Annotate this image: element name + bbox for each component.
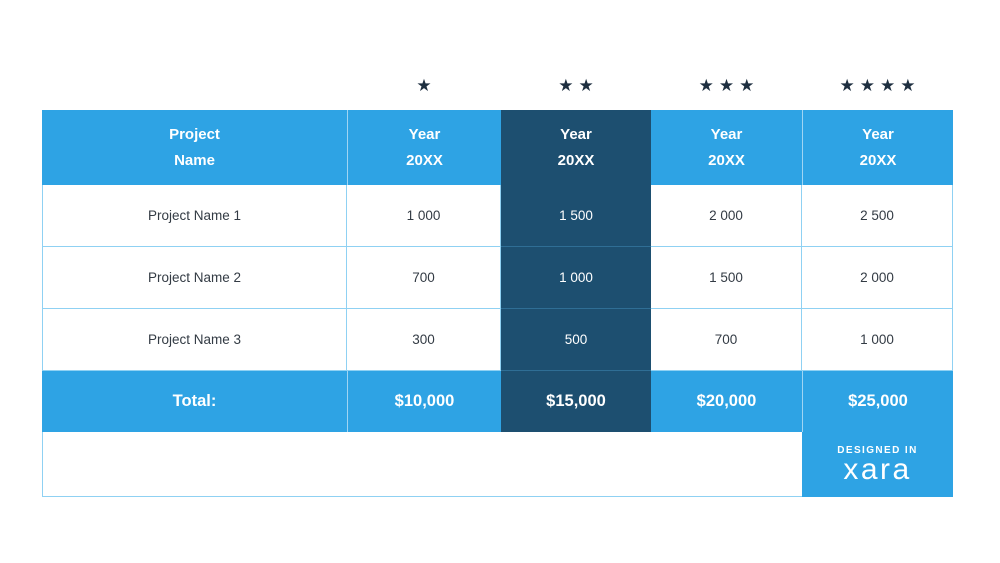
total-year2-highlighted: $15,000 — [501, 371, 651, 432]
row-3-value-year4: 1 000 — [802, 309, 953, 371]
pricing-table: Project Name Year 20XX Year 20XX Year 20… — [42, 110, 953, 497]
header-year-label: Year — [710, 125, 743, 143]
total-year4: $25,000 — [802, 371, 953, 432]
row-3-value-year3: 700 — [651, 309, 802, 371]
row-3-value-year2-highlighted: 500 — [501, 309, 651, 371]
header-year-value: 20XX — [406, 151, 443, 169]
xara-brand-badge: DESIGNED IN xara — [802, 432, 953, 497]
header-year-col1: Year 20XX — [347, 110, 501, 185]
header-year-label: Year — [862, 125, 894, 143]
row-1-value-year4: 2 500 — [802, 185, 953, 247]
header-project-line2: Name — [174, 151, 215, 169]
total-year3: $20,000 — [651, 371, 802, 432]
row-2-value-year1: 700 — [347, 247, 501, 309]
header-year-label: Year — [408, 125, 441, 143]
row-2-project-name: Project Name 2 — [42, 247, 347, 309]
header-project-name: Project Name — [42, 110, 347, 185]
designed-in-label: DESIGNED IN — [837, 444, 918, 456]
row-2-value-year3: 1 500 — [651, 247, 802, 309]
header-year-value: 20XX — [708, 151, 745, 169]
header-year-label: Year — [560, 125, 592, 143]
header-year-col3: Year 20XX — [651, 110, 802, 185]
row-2-value-year2-highlighted: 1 000 — [501, 247, 651, 309]
row-1-project-name: Project Name 1 — [42, 185, 347, 247]
row-1-value-year2-highlighted: 1 500 — [501, 185, 651, 247]
bottom-blank-strip — [42, 432, 802, 497]
star-rating-3-icon: ★★★ — [698, 76, 760, 95]
star-tier-row: ★ ★★ ★★★ ★★★★ — [42, 72, 953, 100]
row-2-value-year4: 2 000 — [802, 247, 953, 309]
row-3-project-name: Project Name 3 — [42, 309, 347, 371]
header-year-value: 20XX — [557, 151, 595, 169]
header-project-line1: Project — [169, 125, 220, 143]
star-rating-4-icon: ★★★★ — [839, 76, 921, 95]
header-year-col2-highlighted: Year 20XX — [501, 110, 651, 185]
row-3-value-year1: 300 — [347, 309, 501, 371]
star-rating-2-icon: ★★ — [558, 76, 599, 95]
header-year-col4: Year 20XX — [802, 110, 953, 185]
total-year1: $10,000 — [347, 371, 501, 432]
header-year-value: 20XX — [859, 151, 897, 169]
xara-logo: xara — [843, 452, 912, 486]
star-rating-1-icon: ★ — [416, 76, 437, 95]
row-1-value-year3: 2 000 — [651, 185, 802, 247]
row-1-value-year1: 1 000 — [347, 185, 501, 247]
total-label: Total: — [42, 371, 347, 432]
star-spacer — [42, 72, 347, 100]
